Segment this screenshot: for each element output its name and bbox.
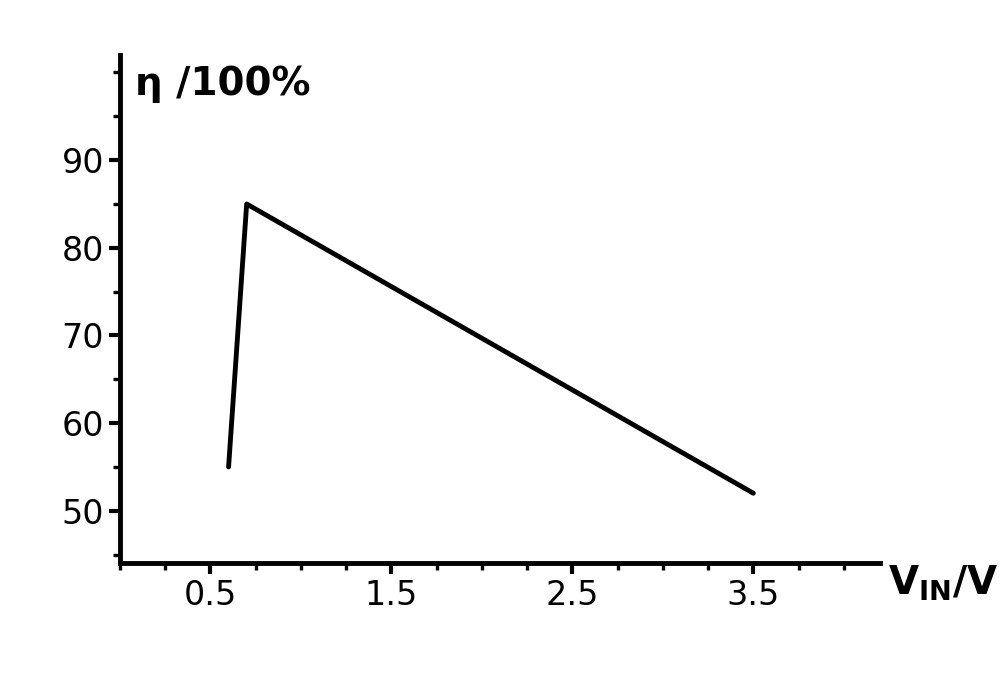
Text: V$_{\mathbf{IN}}$/V: V$_{\mathbf{IN}}$/V [888, 564, 998, 603]
Text: η /100%: η /100% [135, 65, 311, 103]
